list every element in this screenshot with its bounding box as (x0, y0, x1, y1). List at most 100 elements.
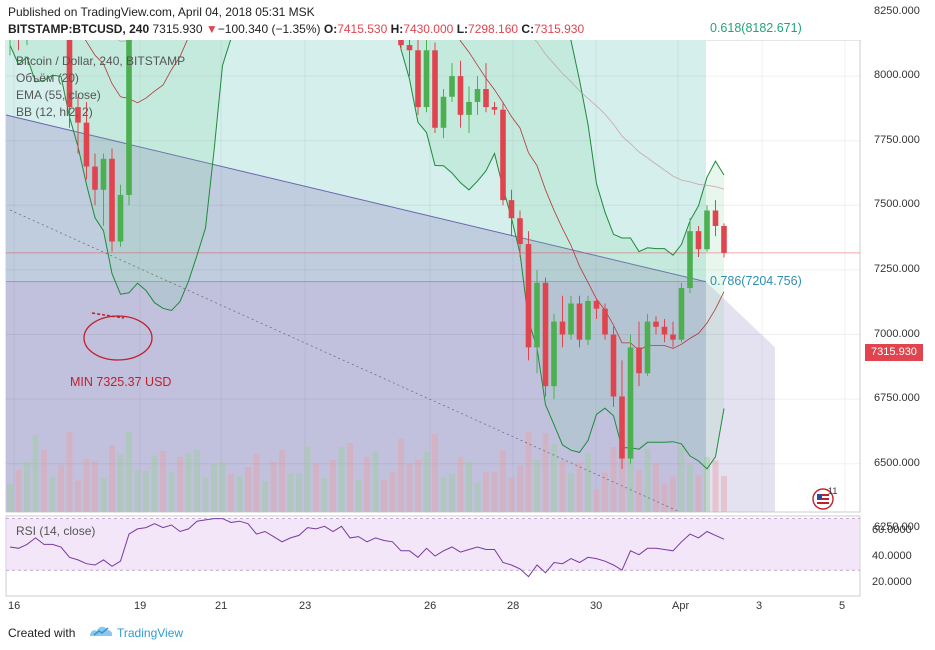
volume-bar (287, 473, 294, 512)
volume-bar (483, 472, 489, 512)
volume-bar (330, 460, 336, 512)
chart-header: Published on TradingView.com, April 04, … (0, 0, 935, 40)
time-tick: 26 (424, 600, 437, 612)
rsi-tick: 20.0000 (872, 576, 912, 589)
price-tick: 7000.000 (874, 327, 920, 340)
volume-bar (168, 472, 175, 512)
time-tick: 3 (756, 600, 763, 612)
volume-bar (253, 454, 260, 512)
volume-bar (177, 456, 183, 512)
volume-bar (83, 458, 90, 512)
candle-body (670, 334, 676, 340)
volume-bar (508, 477, 515, 512)
volume-bar (440, 477, 447, 512)
volume-bar (602, 472, 608, 512)
volume-bar (160, 451, 166, 512)
volume-bar (58, 465, 64, 512)
candle-body (585, 300, 591, 340)
volume-bar (321, 478, 328, 512)
candle-body (423, 50, 430, 108)
volume-bar (219, 461, 226, 512)
candle-body (644, 321, 651, 374)
price-tick: 8250.000 (874, 4, 920, 17)
candle-body (517, 218, 523, 245)
rsi-legend: RSI (14, close) (16, 524, 96, 538)
tradingview-logo-icon[interactable] (88, 623, 114, 639)
rsi-tick: 40.0000 (872, 550, 912, 563)
rsi-line (9, 518, 725, 578)
legend-title: Bitcoin / Dollar, 240, BITSTAMP (16, 54, 186, 68)
us-flag-icon[interactable] (812, 488, 834, 510)
min-annotation: MIN 7325.37 USD (70, 375, 172, 389)
events-count: 11 (828, 486, 838, 496)
volume-bar (559, 460, 566, 512)
price-tick: 7750.000 (874, 133, 920, 146)
candle-body (653, 321, 659, 327)
volume-bar (627, 436, 634, 512)
volume-bar (49, 476, 56, 512)
time-tick: 5 (839, 600, 846, 612)
legend-ema: EMA (55, close) (16, 88, 101, 102)
price-tick: 6500.000 (874, 456, 920, 469)
volume-bar (92, 460, 98, 512)
candle-body (661, 326, 668, 335)
volume-bar (304, 446, 311, 512)
candle-body (678, 287, 685, 340)
volume-bar (593, 489, 600, 512)
volume-bar (66, 432, 73, 512)
volume-bar (542, 433, 549, 512)
volume-bar (185, 453, 192, 512)
candle-body (593, 300, 600, 309)
volume-bar (670, 476, 676, 512)
candle-body (483, 89, 489, 108)
volume-bar (202, 477, 209, 512)
close-value: 7315.930 (534, 22, 585, 36)
volume-bar (211, 463, 217, 512)
rsi-tick: 60.0000 (872, 524, 912, 537)
trend-wedge (6, 115, 706, 512)
footer: Created with TradingView (0, 618, 935, 650)
min-circle (83, 315, 153, 361)
price-tick: 6250.000 (874, 521, 920, 534)
volume-bar (687, 464, 693, 512)
volume-bar (423, 451, 430, 512)
volume-bar (372, 451, 379, 512)
volume-bar (432, 433, 438, 512)
candle-body (100, 158, 107, 190)
candle-body (440, 96, 447, 128)
candle-body (75, 107, 81, 123)
tradingview-brand-link[interactable]: TradingView (117, 626, 184, 640)
price-change: −100.340 (−1.35%) (217, 22, 321, 36)
volume-bar (415, 459, 421, 512)
volume-bar (721, 476, 727, 512)
chart-canvas[interactable] (0, 40, 935, 618)
volume-bar (466, 461, 472, 512)
high-value: 7430.000 (403, 22, 454, 36)
volume-bar (525, 432, 532, 512)
volume-bar (644, 449, 651, 512)
volume-bar (134, 470, 141, 512)
volume-bar (117, 454, 124, 512)
volume-bar (270, 461, 277, 512)
volume-bar (406, 463, 413, 512)
volume-bar (712, 460, 719, 512)
candle-body (415, 50, 421, 108)
candle-body (559, 321, 566, 335)
candle-body (704, 210, 710, 250)
volume-bar (100, 478, 107, 512)
time-tick: 19 (134, 600, 147, 612)
candle-body (534, 282, 540, 348)
low-value: 7298.160 (468, 22, 519, 36)
time-tick: 23 (299, 600, 312, 612)
trendline (5, 114, 707, 283)
volume-bar (151, 455, 158, 512)
candle-body (602, 308, 608, 335)
volume-bar (491, 471, 498, 512)
change-arrow-icon: ▼ (205, 22, 218, 36)
candle-body (551, 321, 557, 387)
candle-body (500, 109, 506, 201)
time-tick: Apr (672, 600, 690, 612)
volume-bar (279, 450, 285, 512)
ohlc-bar: BITSTAMP:BTCUSD, 240 7315.930 ▼−100.340 … (8, 22, 584, 36)
volume-bar (126, 432, 132, 512)
